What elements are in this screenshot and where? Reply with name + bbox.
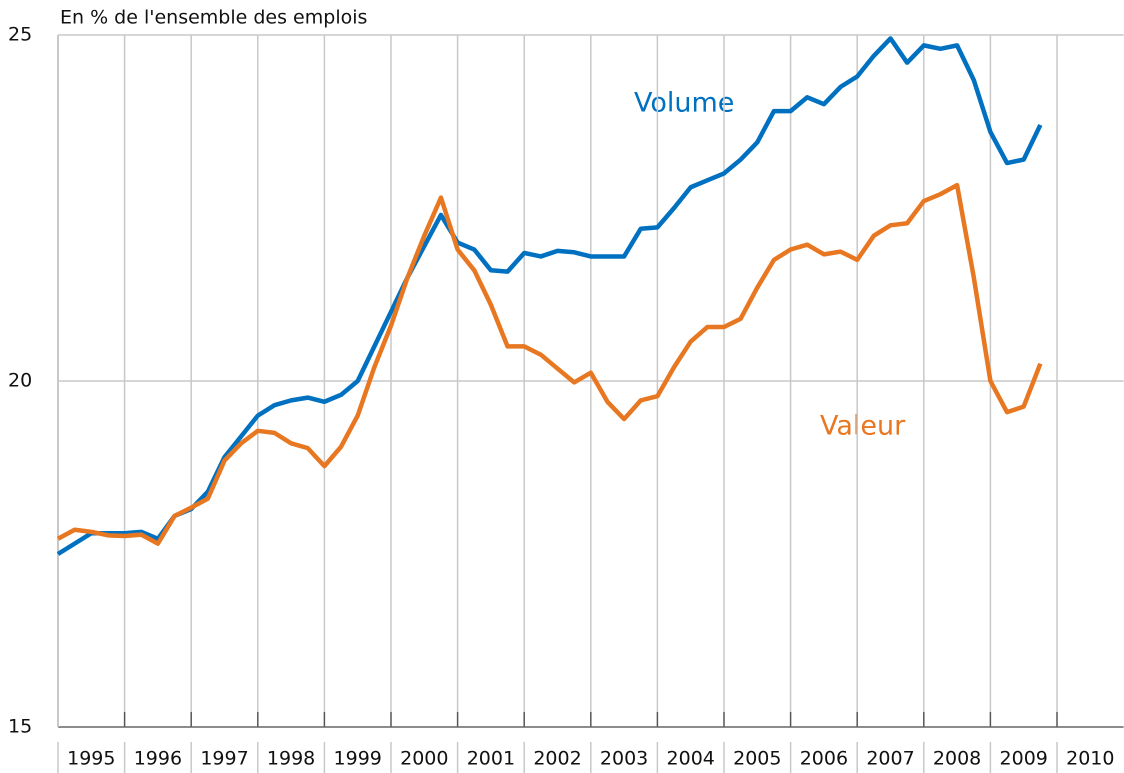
y-tick-label: 20: [8, 370, 32, 392]
x-tick-label: 1999: [334, 748, 382, 770]
x-tick-label: 1995: [67, 748, 115, 770]
x-tick-label: 2001: [467, 748, 515, 770]
x-tick-label: 1998: [267, 748, 315, 770]
series-line: [56, 182, 1043, 546]
y-axis-label: En % de l'ensemble des emplois: [60, 7, 367, 29]
x-tick-label: 2002: [533, 748, 581, 770]
x-tick-label: 2008: [933, 748, 981, 770]
x-tick-label: 2006: [800, 748, 848, 770]
x-tick-label: 2009: [1000, 748, 1048, 770]
x-tick-label: 1996: [134, 748, 182, 770]
x-tick-label: 2000: [400, 748, 448, 770]
x-tick-label: 2003: [600, 748, 648, 770]
series-annotation: Volume: [634, 88, 734, 119]
x-tick-label: 2005: [733, 748, 781, 770]
x-tick-label: 2004: [667, 748, 715, 770]
y-tick-label: 25: [8, 24, 32, 46]
x-tick-label: 2007: [866, 748, 914, 770]
y-tick-label: 15: [8, 716, 32, 738]
x-tick-label: 1997: [200, 748, 248, 770]
series-line: [56, 36, 1043, 556]
x-tick-label: 2010: [1066, 748, 1114, 770]
series-annotation: Valeur: [820, 411, 906, 442]
